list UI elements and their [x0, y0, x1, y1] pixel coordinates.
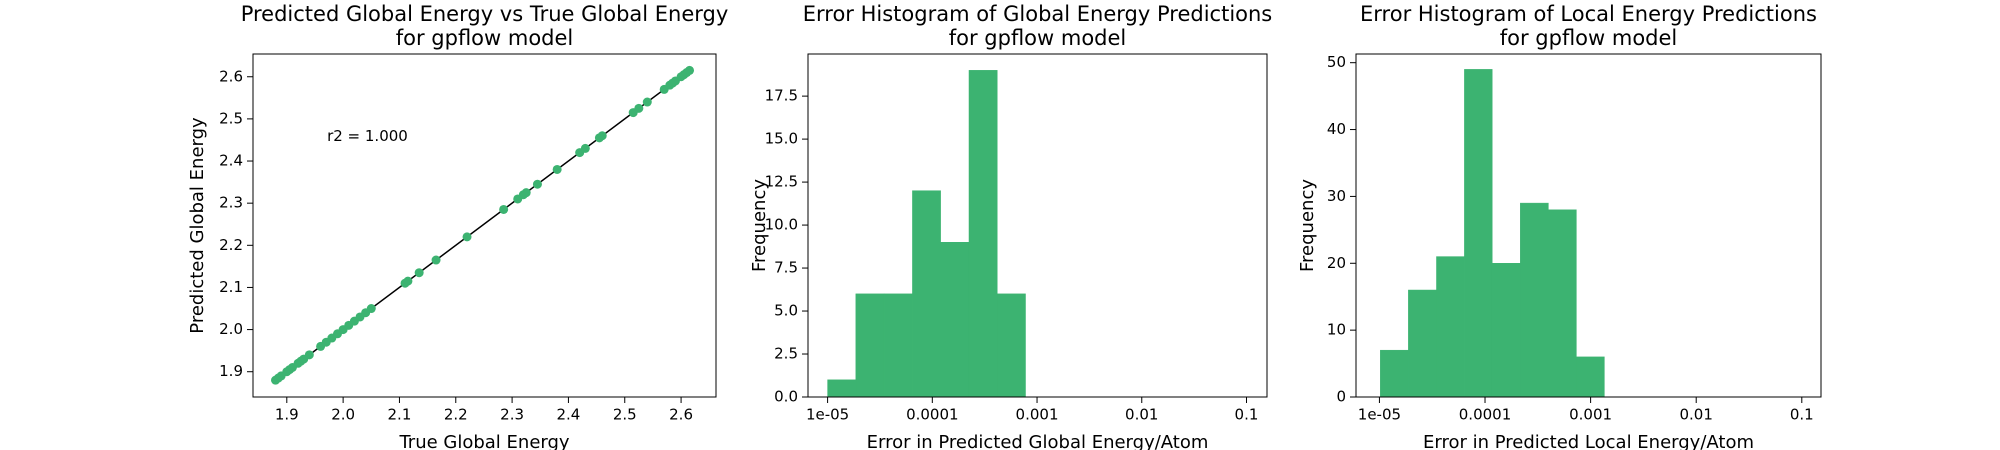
- bar: [1436, 256, 1465, 398]
- point: [597, 131, 607, 141]
- axes-frame: [1355, 53, 1822, 398]
- y-tick-label: 2.3: [219, 194, 243, 212]
- x-tick-label: 2.6: [669, 406, 693, 424]
- point: [304, 350, 314, 360]
- y-tick-label: 20: [1327, 254, 1346, 272]
- bar: [855, 293, 885, 398]
- bar: [1520, 202, 1549, 398]
- point: [685, 65, 695, 75]
- bar: [883, 293, 913, 398]
- y-tick-label: 12.5: [765, 173, 798, 191]
- y-tick-label: 30: [1327, 187, 1346, 205]
- axes-frame: [807, 53, 1268, 398]
- y-axis-label: Predicted Global Energy: [187, 117, 208, 334]
- x-tick-label: 2.2: [444, 406, 468, 424]
- x-tick-label: 0.01: [1680, 406, 1713, 424]
- chart-title: Error Histogram of Global Energy Predict…: [803, 2, 1273, 26]
- y-tick-label: 0: [1336, 388, 1346, 406]
- x-tick-label: 1e-05: [806, 406, 849, 424]
- y-tick-label: 15.0: [765, 130, 798, 148]
- x-tick-label: 2.0: [331, 406, 355, 424]
- y-tick-label: 5.0: [774, 302, 798, 320]
- y-tick-label: 2.0: [219, 320, 243, 338]
- point: [580, 143, 590, 153]
- x-tick-label: 0.01: [1125, 406, 1158, 424]
- y-tick-label: 2.2: [219, 236, 243, 254]
- x-axis-label: True Global Energy: [398, 432, 569, 450]
- bar: [1548, 209, 1577, 398]
- y-tick-label: 10.0: [765, 216, 798, 234]
- point: [414, 268, 424, 278]
- point: [532, 179, 542, 189]
- point: [431, 255, 441, 265]
- point: [552, 164, 562, 174]
- bar: [1576, 356, 1605, 398]
- bar: [1380, 349, 1409, 398]
- chart-title: for gpflow model: [396, 26, 574, 50]
- x-tick-label: 2.1: [388, 406, 412, 424]
- y-tick-label: 40: [1327, 120, 1346, 138]
- x-tick-label: 1.9: [275, 406, 299, 424]
- bar: [997, 293, 1026, 398]
- y-axis-label: Frequency: [749, 179, 770, 272]
- x-axis-label: Error in Predicted Local Energy/Atom: [1423, 432, 1754, 450]
- y-axis-label: Frequency: [1297, 179, 1318, 272]
- x-tick-label: 0.0001: [1459, 406, 1512, 424]
- x-tick-label: 0.1: [1790, 406, 1814, 424]
- point: [642, 97, 652, 107]
- x-tick-label: 2.3: [500, 406, 524, 424]
- y-tick-label: 2.6: [219, 67, 243, 85]
- x-tick-label: 1e-05: [1358, 406, 1401, 424]
- y-tick-label: 2.4: [219, 152, 243, 170]
- x-tick-label: 0.001: [1569, 406, 1612, 424]
- bar: [940, 242, 970, 398]
- y-tick-label: 2.5: [774, 345, 798, 363]
- bar: [1491, 263, 1521, 398]
- y-tick-label: 17.5: [765, 87, 798, 105]
- y-tick-label: 50: [1327, 53, 1346, 71]
- chart-title: Predicted Global Energy vs True Global E…: [241, 2, 729, 26]
- x-tick-label: 0.0001: [906, 406, 959, 424]
- x-tick-label: 0.001: [1016, 406, 1059, 424]
- y-tick-label: 2.5: [219, 109, 243, 127]
- x-tick-label: 0.1: [1235, 406, 1259, 424]
- bar: [1408, 289, 1437, 398]
- point: [462, 232, 472, 242]
- chart-title: for gpflow model: [1500, 26, 1678, 50]
- chart-title: Error Histogram of Local Energy Predicti…: [1360, 2, 1817, 26]
- point: [499, 204, 509, 214]
- y-tick-label: 0.0: [774, 388, 798, 406]
- x-tick-label: 2.5: [613, 406, 637, 424]
- bar: [968, 70, 998, 398]
- y-tick-label: 2.1: [219, 278, 243, 296]
- point: [521, 188, 531, 198]
- chart-title: for gpflow model: [949, 26, 1127, 50]
- point: [403, 276, 413, 286]
- x-tick-label: 2.4: [556, 406, 580, 424]
- axes-frame: [252, 53, 717, 398]
- bar: [827, 379, 857, 398]
- x-axis-label: Error in Predicted Global Energy/Atom: [867, 432, 1209, 450]
- point: [366, 304, 376, 314]
- annotation: r2 = 1.000: [327, 127, 408, 145]
- point: [634, 103, 644, 113]
- y-tick-label: 7.5: [774, 259, 798, 277]
- bar: [912, 190, 941, 398]
- y-tick-label: 10: [1327, 321, 1346, 339]
- bar: [1464, 69, 1493, 398]
- y-tick-label: 1.9: [219, 362, 243, 380]
